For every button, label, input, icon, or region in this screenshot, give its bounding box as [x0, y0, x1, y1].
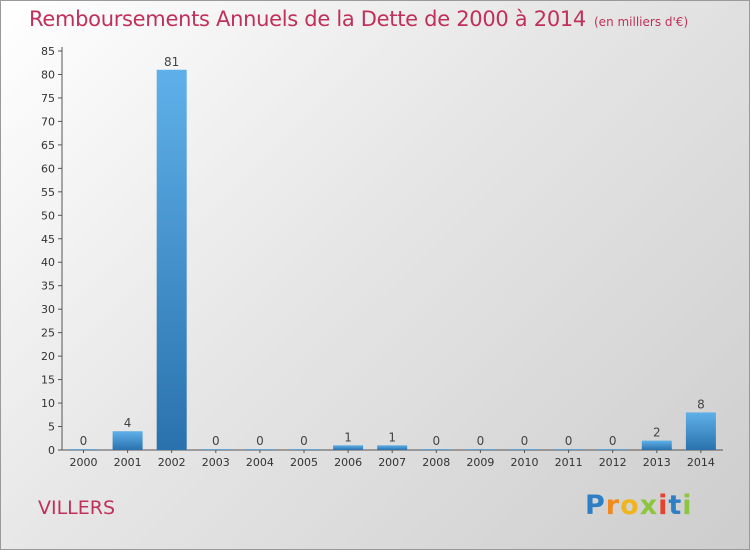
- logo-letter: t: [668, 490, 683, 521]
- data-label: 1: [388, 430, 396, 444]
- y-tick-label: 25: [41, 327, 55, 340]
- y-tick-label: 45: [41, 233, 55, 246]
- data-label: 2: [653, 426, 661, 440]
- y-tick-label: 65: [41, 139, 55, 152]
- bar: [333, 445, 364, 450]
- logo-letter: o: [620, 490, 640, 521]
- bar: [200, 449, 231, 450]
- y-tick-label: 55: [41, 186, 55, 199]
- y-tick-label: 85: [41, 45, 55, 58]
- bar: [68, 449, 99, 450]
- logo-letter: P: [585, 490, 606, 521]
- data-label: 0: [300, 434, 308, 448]
- y-tick-label: 75: [41, 92, 55, 105]
- y-tick-label: 40: [41, 256, 55, 269]
- x-tick-label: 2006: [334, 456, 362, 469]
- data-label: 81: [164, 55, 179, 69]
- x-tick-label: 2002: [158, 456, 186, 469]
- bar: [112, 431, 143, 450]
- data-label: 0: [256, 434, 264, 448]
- data-label: 0: [521, 434, 529, 448]
- y-tick-label: 60: [41, 162, 55, 175]
- bar: [685, 412, 716, 450]
- chart-subtitle: (en milliers d'€): [594, 15, 689, 29]
- bar: [553, 449, 584, 450]
- y-tick-label: 15: [41, 374, 55, 387]
- y-tick-label: 0: [48, 444, 55, 457]
- data-label: 0: [477, 434, 485, 448]
- bar: [641, 440, 672, 450]
- y-tick-label: 50: [41, 209, 55, 222]
- bar: [465, 449, 496, 450]
- logo-letter: i: [682, 490, 693, 521]
- proxiti-logo: Proxiti: [585, 490, 693, 521]
- y-tick-label: 10: [41, 397, 55, 410]
- bar: [289, 449, 319, 450]
- x-tick-label: 2001: [114, 456, 142, 469]
- data-label: 0: [432, 434, 440, 448]
- bar: [156, 69, 187, 450]
- y-tick-label: 80: [41, 68, 55, 81]
- data-label: 0: [565, 434, 573, 448]
- x-tick-label: 2008: [422, 456, 450, 469]
- y-tick-label: 35: [41, 280, 55, 293]
- data-label: 4: [124, 416, 132, 430]
- data-label: 1: [344, 430, 352, 444]
- x-tick-label: 2014: [687, 456, 715, 469]
- logo-letter: i: [658, 490, 669, 521]
- x-tick-label: 2009: [466, 456, 494, 469]
- x-tick-label: 2010: [511, 456, 539, 469]
- x-tick-label: 2004: [246, 456, 274, 469]
- data-label: 0: [212, 434, 220, 448]
- y-tick-label: 5: [48, 421, 55, 434]
- bar: [509, 449, 540, 450]
- chart-title: Remboursements Annuels de la Dette de 20…: [29, 7, 688, 31]
- logo-letter: r: [605, 490, 621, 521]
- x-tick-label: 2003: [202, 456, 230, 469]
- x-tick-label: 2011: [555, 456, 583, 469]
- bar: [597, 449, 628, 450]
- town-name: VILLERS: [38, 497, 116, 519]
- x-tick-label: 2000: [70, 456, 98, 469]
- data-label: 0: [609, 434, 617, 448]
- x-tick-label: 2013: [643, 456, 671, 469]
- x-tick-label: 2007: [378, 456, 406, 469]
- x-tick-label: 2012: [599, 456, 627, 469]
- y-tick-label: 30: [41, 303, 55, 316]
- data-label: 8: [697, 397, 705, 411]
- bar: [377, 445, 408, 450]
- data-label: 0: [80, 434, 88, 448]
- logo-letter: x: [639, 490, 659, 521]
- y-tick-label: 20: [41, 350, 55, 363]
- y-tick-label: 70: [41, 115, 55, 128]
- bar: [244, 449, 275, 450]
- chart-title-text: Remboursements Annuels de la Dette de 20…: [29, 7, 586, 31]
- x-tick-label: 2005: [290, 456, 318, 469]
- bar: [421, 449, 452, 450]
